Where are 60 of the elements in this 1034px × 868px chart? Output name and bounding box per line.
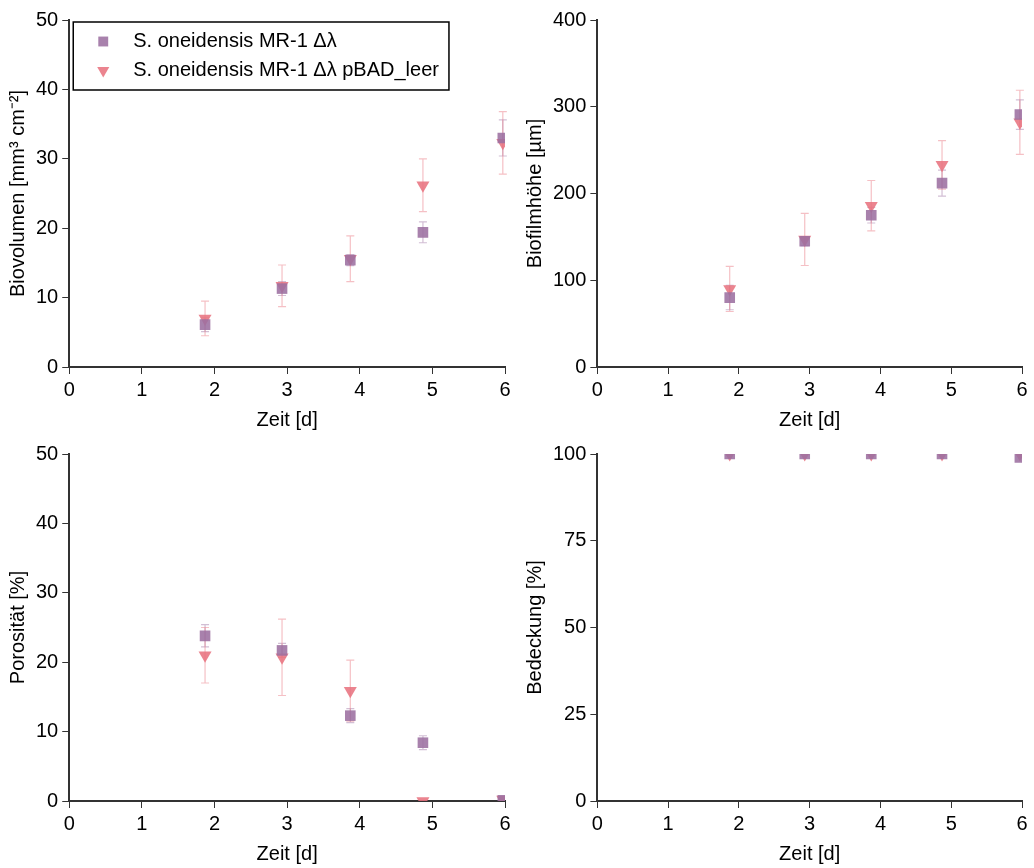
y-tick-label: 10 [36, 719, 59, 742]
y-tick-label: 30 [36, 580, 59, 603]
x-tick-label: 3 [281, 377, 293, 400]
x-tick-label: 4 [874, 377, 887, 400]
y-tick-label: 50 [564, 615, 587, 638]
x-tick-label: 3 [804, 811, 816, 834]
y-tick-label: 300 [552, 94, 587, 117]
y-tick-label: 100 [552, 441, 587, 464]
x-tick-label: 5 [426, 811, 438, 834]
y-tick-label: 75 [564, 528, 587, 551]
x-tick-label: 0 [63, 811, 75, 834]
y-axis-title: Bedeckung [%] [522, 560, 545, 695]
y-tick-label: 0 [47, 788, 59, 811]
x-tick-label: 6 [499, 811, 511, 834]
x-tick-label: 3 [281, 811, 293, 834]
x-tick-label: 5 [945, 377, 957, 400]
y-tick-label: 200 [552, 181, 587, 204]
x-tick-label: 3 [804, 377, 816, 400]
x-tick-label: 5 [945, 811, 957, 834]
legend-label: S. oneidensis MR-1 Δλ [133, 29, 337, 52]
x-tick-label: 4 [354, 377, 366, 400]
x-tick-label: 2 [208, 377, 221, 400]
y-tick-label: 20 [36, 215, 59, 238]
y-tick-label: 25 [564, 701, 587, 724]
y-tick-label: 40 [36, 76, 59, 99]
y-axis-title: Biofilmhöhe [µm] [522, 118, 545, 269]
x-tick-label: 2 [208, 811, 221, 834]
y-axis-title: Porosität [%] [5, 570, 28, 685]
x-tick-label: 1 [662, 377, 674, 400]
y-tick-label: 400 [552, 7, 587, 30]
y-tick-label: 50 [36, 7, 59, 30]
x-tick-label: 1 [136, 811, 148, 834]
x-tick-label: 2 [733, 377, 745, 400]
y-tick-label: 0 [575, 788, 587, 811]
x-tick-label: 4 [354, 811, 366, 834]
y-axis-title: Biovolumen [mm³ cm⁻²] [5, 89, 28, 298]
y-tick-label: 100 [552, 267, 587, 290]
y-tick-label: 30 [36, 146, 59, 169]
x-tick-label: 4 [874, 811, 887, 834]
x-tick-label: 5 [426, 377, 438, 400]
x-tick-label: 1 [662, 811, 674, 834]
x-tick-label: 2 [733, 811, 745, 834]
x-tick-label: 1 [136, 377, 148, 400]
x-axis-title: Zeit [d] [256, 407, 318, 430]
x-tick-label: 0 [63, 377, 75, 400]
y-tick-label: 20 [36, 649, 59, 672]
x-tick-label: 6 [1016, 377, 1028, 400]
x-tick-label: 0 [591, 811, 603, 834]
y-tick-label: 0 [575, 354, 587, 377]
y-tick-label: 10 [36, 285, 59, 308]
x-axis-title: Zeit [d] [256, 841, 318, 864]
x-axis-title: Zeit [d] [779, 841, 841, 864]
y-tick-label: 0 [47, 354, 59, 377]
x-tick-label: 0 [591, 377, 603, 400]
x-tick-label: 6 [499, 377, 511, 400]
x-tick-label: 6 [1016, 811, 1028, 834]
legend-label: S. oneidensis MR-1 Δλ pBAD_leer [133, 58, 440, 82]
y-tick-label: 50 [36, 441, 59, 464]
y-tick-label: 40 [36, 510, 59, 533]
x-axis-title: Zeit [d] [779, 407, 841, 430]
